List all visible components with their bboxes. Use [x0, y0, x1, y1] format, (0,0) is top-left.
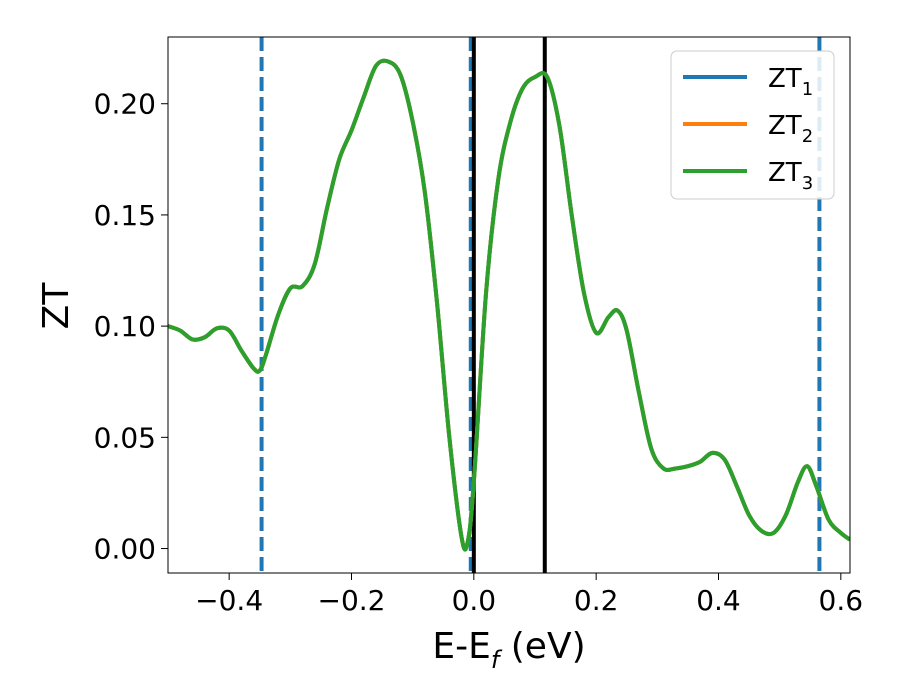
legend: ZT1 ZT2 ZT3 [670, 50, 835, 200]
legend-label: ZT3 [768, 158, 813, 194]
x-tick-label: −0.4 [195, 584, 263, 617]
x-tick-label: 0.0 [452, 584, 497, 617]
x-axis-label: E-Ef (eV) [432, 626, 585, 674]
y-tick-label: 0.15 [94, 199, 156, 232]
x-tick-label: 0.4 [696, 584, 741, 617]
legend-entry: ZT3 [683, 158, 813, 194]
y-tick-label: 0.00 [94, 533, 156, 566]
x-tick-label: 0.2 [574, 584, 619, 617]
y-axis-ticks: 0.00 0.05 0.10 0.15 0.20 [94, 88, 168, 566]
legend-entry: ZT1 [683, 64, 813, 100]
legend-label: ZT2 [768, 111, 813, 147]
legend-label: ZT1 [768, 64, 813, 100]
y-tick-label: 0.10 [94, 310, 156, 343]
legend-entry: ZT2 [683, 111, 813, 147]
x-tick-label: 0.6 [819, 584, 864, 617]
y-axis-label: ZT [36, 282, 77, 330]
y-tick-label: 0.05 [94, 421, 156, 454]
x-axis-ticks: −0.4 −0.2 0.0 0.2 0.4 0.6 [195, 573, 863, 617]
x-tick-label: −0.2 [317, 584, 385, 617]
series-line [168, 58, 850, 552]
legend-frame [670, 50, 835, 200]
axes-frame [167, 36, 851, 574]
y-tick-label: 0.20 [94, 88, 156, 121]
